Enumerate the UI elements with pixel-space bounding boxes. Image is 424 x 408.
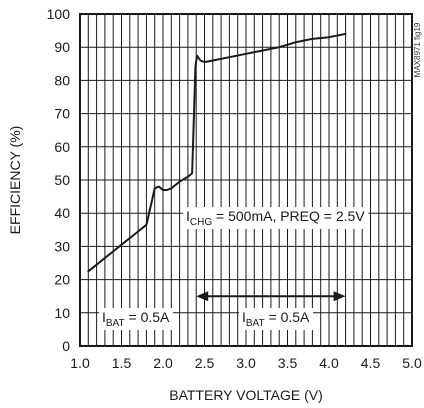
range-arrow-head-right [333, 291, 346, 302]
y-axis-ticks: 0 10 20 30 40 50 60 70 80 90 100 [47, 6, 71, 354]
x-tick-label: 1.0 [70, 355, 90, 371]
x-axis-ticks: 1.0 1.5 2.0 2.5 3.0 3.5 4.0 4.5 5.0 [70, 355, 422, 371]
x-tick-label: 3.0 [236, 355, 256, 371]
range-arrow [196, 291, 346, 302]
x-tick-label: 3.5 [278, 355, 298, 371]
x-axis-label: BATTERY VOLTAGE (V) [169, 387, 323, 403]
annotation-bg-bat-left [99, 308, 174, 330]
x-tick-label: 4.0 [319, 355, 339, 371]
annotation-battery-current-right: IBAT = 0.5A [242, 309, 310, 329]
x-tick-label: 2.5 [195, 355, 215, 371]
y-tick-label: 10 [54, 305, 70, 321]
annotation-battery-current-left: IBAT = 0.5A [102, 309, 170, 329]
y-tick-label: 0 [62, 338, 70, 354]
plot-frame [79, 13, 413, 347]
y-tick-label: 40 [54, 205, 70, 221]
y-axis-label: EFFICIENCY (%) [7, 126, 23, 235]
x-tick-label: 1.5 [112, 355, 132, 371]
y-tick-label: 50 [54, 172, 70, 188]
y-tick-label: 60 [54, 139, 70, 155]
y-tick-label: 80 [54, 72, 70, 88]
annotation-charge-current: ICHG = 500mA, PREQ = 2.5V [186, 208, 365, 228]
x-tick-label: 4.5 [361, 355, 381, 371]
y-tick-label: 70 [54, 106, 70, 122]
figure-id-label: MAX8971 fig19 [413, 22, 422, 77]
efficiency-series-line [87, 32, 347, 273]
y-tick-label: 90 [54, 39, 70, 55]
y-tick-label: 20 [54, 272, 70, 288]
y-tick-label: 100 [47, 6, 71, 22]
grid [80, 14, 412, 346]
x-tick-label: 5.0 [402, 355, 422, 371]
range-arrow-head-left [196, 291, 209, 302]
annotation-bg-chg [183, 207, 369, 229]
x-tick-label: 2.0 [153, 355, 173, 371]
y-tick-label: 30 [54, 238, 70, 254]
annotation-bg-bat-right [239, 308, 314, 330]
